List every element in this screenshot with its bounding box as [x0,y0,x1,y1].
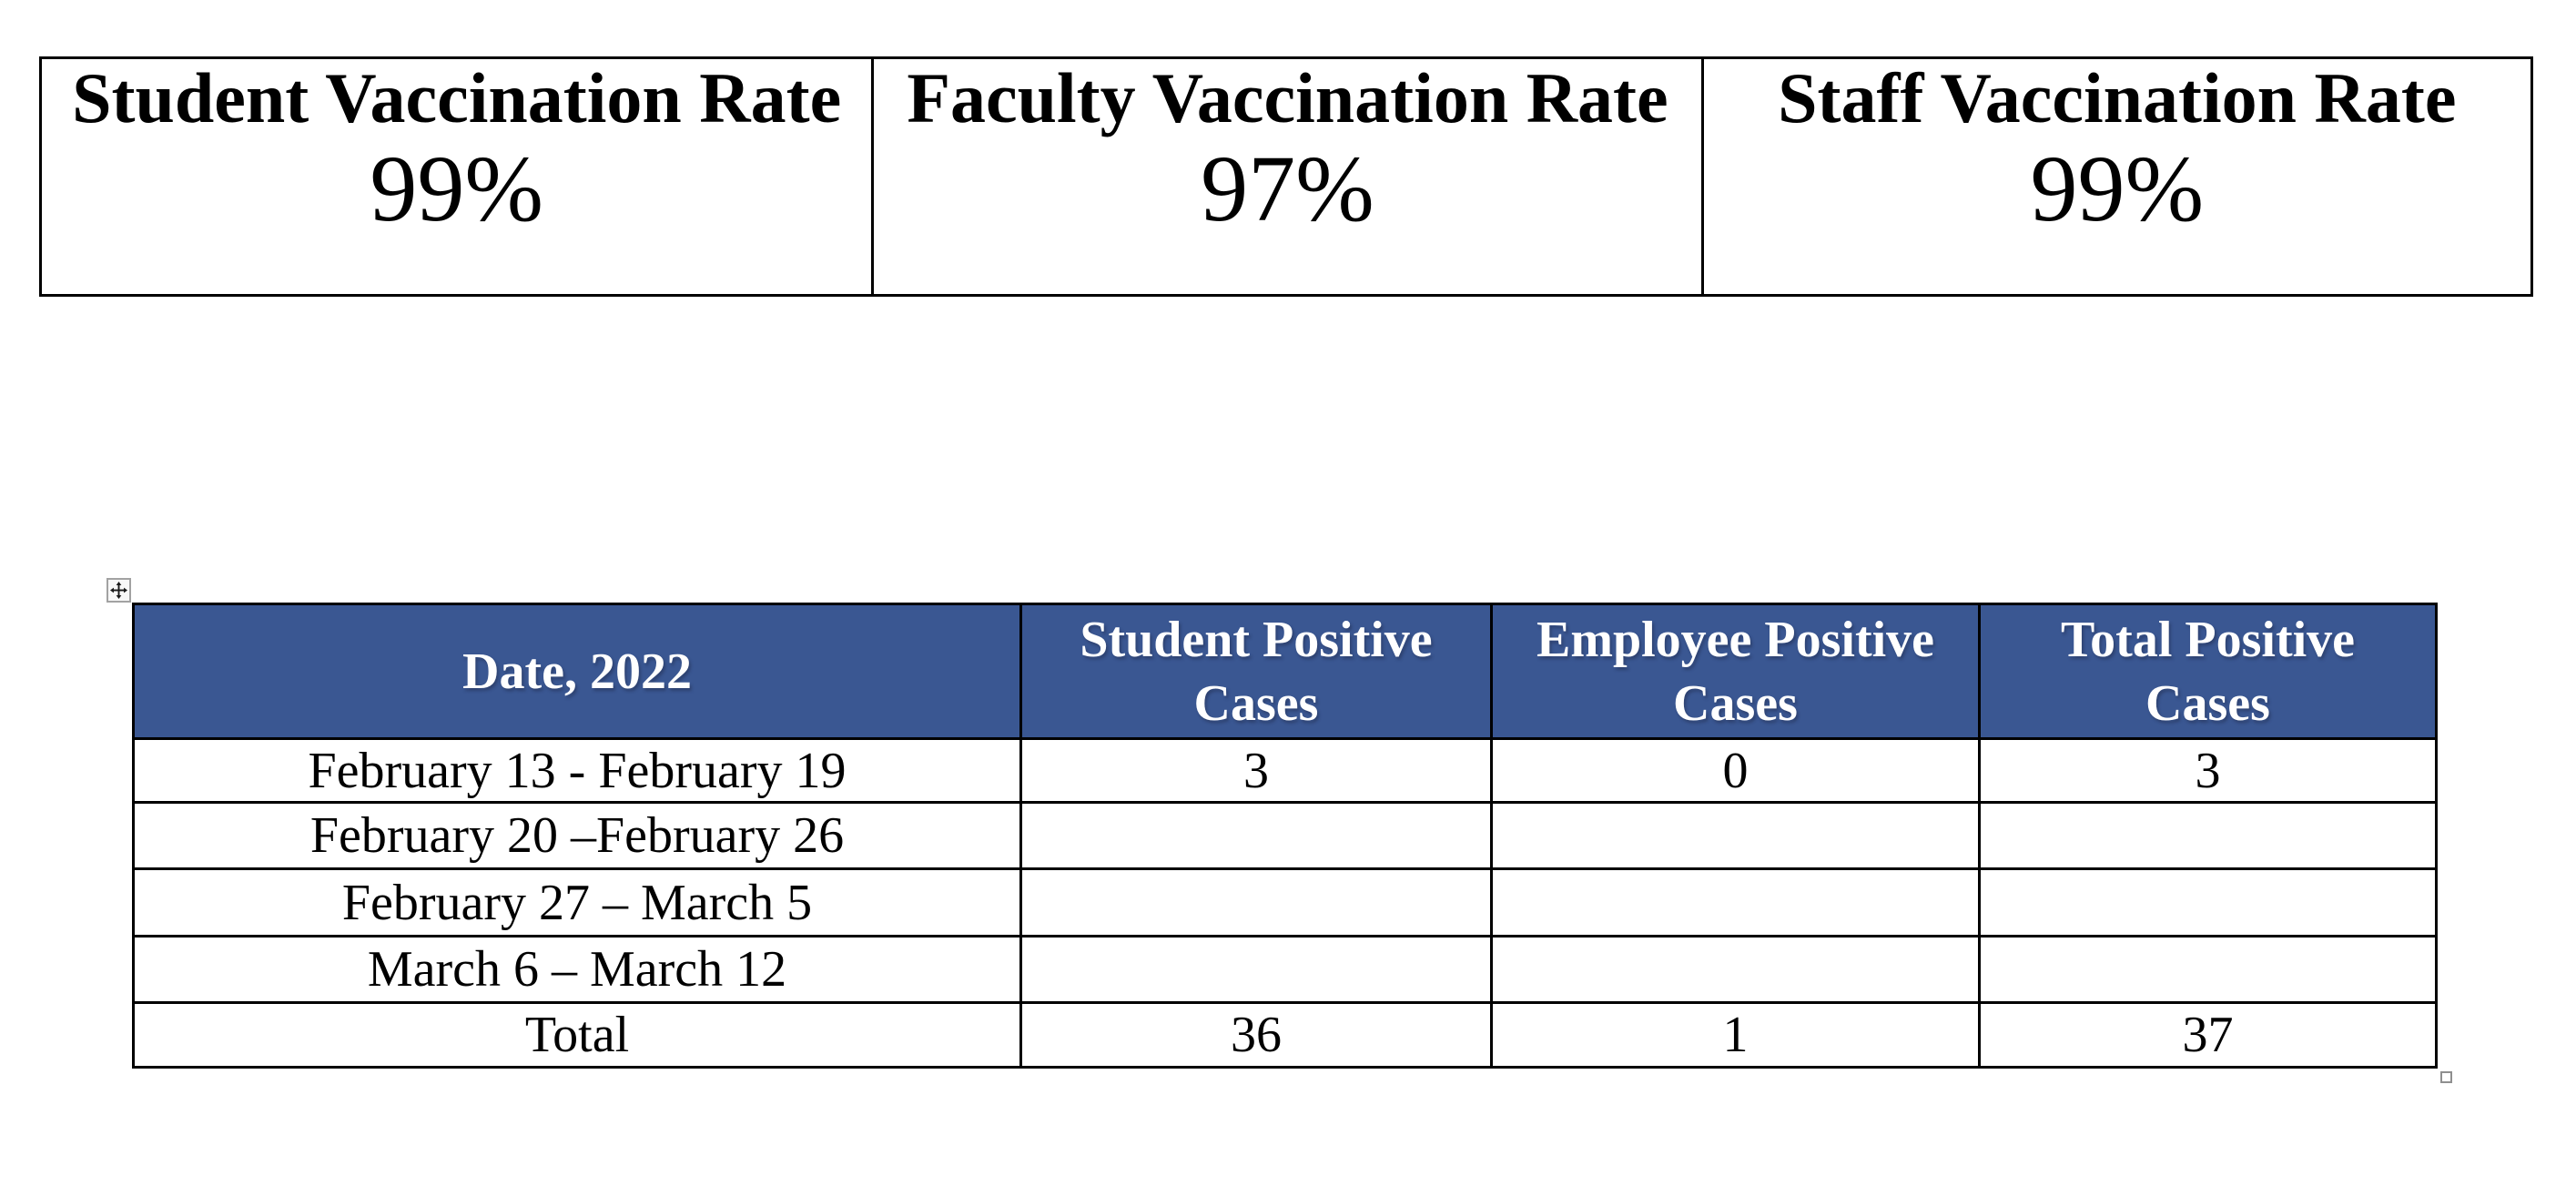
table-cell-total-row1[interactable]: 3 [1978,737,2435,801]
table-cell-date-row4[interactable]: March 6 – March 12 [135,935,1019,1001]
student-vaccination-label: Student Vaccination Rate [72,58,842,137]
table-cell-employee-row2[interactable] [1490,801,1978,867]
faculty-vaccination-value: 97% [1201,137,1374,241]
table-cell-date-total-row[interactable]: Total [135,1001,1019,1066]
header-student-positive-cases[interactable]: Student Positive Cases [1019,605,1490,737]
table-cell-student-total-row[interactable]: 36 [1019,1001,1490,1066]
header-employee-positive-cases[interactable]: Employee Positive Cases [1490,605,1978,737]
positive-cases-table: Date, 2022 Student Positive Cases Employ… [132,603,2438,1069]
table-cell-employee-row1[interactable]: 0 [1490,737,1978,801]
table-cell-student-row1[interactable]: 3 [1019,737,1490,801]
table-cell-total-row4[interactable] [1978,935,2435,1001]
staff-vaccination-label: Staff Vaccination Rate [1778,58,2457,137]
staff-vaccination-value: 99% [2030,137,2205,241]
table-cell-date-row1[interactable]: February 13 - February 19 [135,737,1019,801]
table-cell-total-total-row[interactable]: 37 [1978,1001,2435,1066]
vaccination-rate-table: Student Vaccination Rate 99% Faculty Vac… [39,56,2533,297]
table-move-handle[interactable] [106,578,131,603]
student-vaccination-value: 99% [370,137,543,241]
table-cell-total-row2[interactable] [1978,801,2435,867]
faculty-vaccination-cell[interactable]: Faculty Vaccination Rate 97% [871,59,1700,294]
table-resize-handle[interactable] [2440,1071,2452,1083]
table-cell-student-row3[interactable] [1019,867,1490,935]
table-cell-date-row2[interactable]: February 20 –February 26 [135,801,1019,867]
table-cell-date-row3[interactable]: February 27 – March 5 [135,867,1019,935]
header-total-positive-cases[interactable]: Total Positive Cases [1978,605,2435,737]
table-cell-employee-row3[interactable] [1490,867,1978,935]
student-vaccination-cell[interactable]: Student Vaccination Rate 99% [42,59,871,294]
table-cell-employee-total-row[interactable]: 1 [1490,1001,1978,1066]
table-cell-student-row2[interactable] [1019,801,1490,867]
table-cell-total-row3[interactable] [1978,867,2435,935]
table-cell-student-row4[interactable] [1019,935,1490,1001]
faculty-vaccination-label: Faculty Vaccination Rate [907,58,1668,137]
header-date[interactable]: Date, 2022 [135,605,1019,737]
table-cell-employee-row4[interactable] [1490,935,1978,1001]
move-cross-icon [110,582,127,599]
staff-vaccination-cell[interactable]: Staff Vaccination Rate 99% [1700,58,2530,294]
